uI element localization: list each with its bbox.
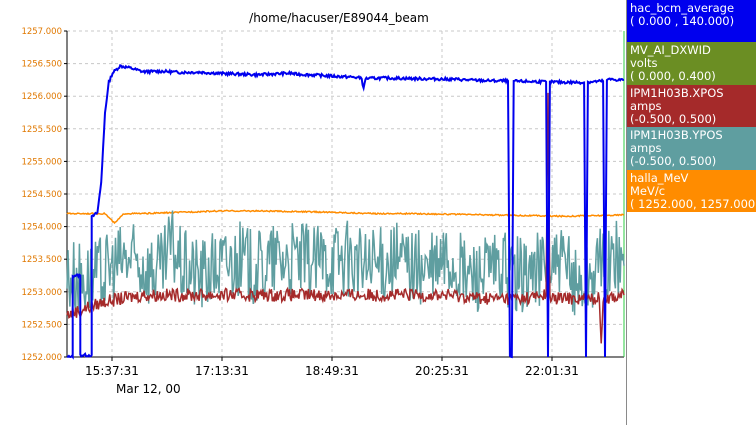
y-tick-label: 1257.000 bbox=[21, 27, 62, 37]
legend-series-name: MV_AI_DXWID bbox=[630, 43, 711, 57]
legend-series-range: ( 0.000, 0.400) bbox=[630, 69, 716, 83]
x-tick-label: 22:01:31 bbox=[525, 364, 579, 378]
y-tick-label: 1252.000 bbox=[21, 353, 62, 363]
date-label: Mar 12, 00 bbox=[116, 382, 181, 396]
legend-series-range: (-0.500, 0.500) bbox=[630, 112, 717, 126]
legend-series-name: IPM1H03B.XPOS bbox=[630, 86, 724, 100]
grid bbox=[67, 30, 624, 357]
y-tick-label: 1252.500 bbox=[21, 320, 62, 330]
x-tick-label: 17:13:31 bbox=[195, 364, 249, 378]
y-tick-label: 1254.500 bbox=[21, 190, 62, 200]
series-line-ipm1h03b-xpos bbox=[66, 92, 625, 344]
x-tick-label: 20:25:31 bbox=[415, 364, 469, 378]
legend-series-unit: volts bbox=[630, 56, 658, 70]
chart-plot: /home/hacuser/E89044_beam 1252.000 1252.5… bbox=[21, 11, 625, 396]
legend-series-name: halla_MeV bbox=[630, 171, 689, 185]
legend-series-unit: MeV/c bbox=[630, 184, 666, 198]
legend-item-halla-mev[interactable]: halla_MeV MeV/c ( 1252.000, 1257.000) bbox=[627, 170, 756, 212]
series-line-ipm1h03b-ypos bbox=[66, 210, 625, 316]
legend-item-mv-ai-dxwid[interactable]: MV_AI_DXWID volts ( 0.000, 0.400) bbox=[627, 42, 756, 85]
legend-series-unit: amps bbox=[630, 141, 662, 155]
legend-series-name: hac_bcm_average bbox=[630, 1, 735, 15]
legend-series-name: IPM1H03B.YPOS bbox=[630, 128, 723, 142]
legend-item-ipm1h03b-ypos[interactable]: IPM1H03B.YPOS amps (-0.500, 0.500) bbox=[627, 127, 756, 170]
y-tick-label: 1256.500 bbox=[21, 60, 62, 70]
legend-series-range: (-0.500, 0.500) bbox=[630, 154, 717, 168]
legend-series-range: ( 0.000 , 140.000) bbox=[630, 14, 735, 28]
series-group bbox=[66, 63, 625, 360]
y-tick-label: 1255.500 bbox=[21, 125, 62, 135]
x-tick-label: 18:49:31 bbox=[305, 364, 359, 378]
x-axis-ticks: 15:37:31 17:13:31 18:49:31 20:25:31 22:01:31 bbox=[85, 357, 579, 378]
y-tick-label: 1254.000 bbox=[21, 223, 62, 233]
series-line-halla-mev bbox=[66, 209, 625, 225]
legend-item-ipm1h03b-xpos[interactable]: IPM1H03B.XPOS amps (-0.500, 0.500) bbox=[627, 85, 756, 127]
y-tick-label: 1256.000 bbox=[21, 92, 62, 102]
y-tick-label: 1255.000 bbox=[21, 157, 62, 167]
y-tick-label: 1253.000 bbox=[21, 288, 62, 298]
legend: hac_bcm_average ( 0.000 , 140.000) MV_AI… bbox=[626, 0, 756, 425]
legend-item-hac-bcm-average[interactable]: hac_bcm_average ( 0.000 , 140.000) bbox=[627, 0, 756, 42]
legend-series-range: ( 1252.000, 1257.000) bbox=[630, 197, 756, 211]
chart-title: /home/hacuser/E89044_beam bbox=[249, 11, 429, 25]
series-line-hac-bcm-average bbox=[66, 63, 625, 360]
x-tick-label: 15:37:31 bbox=[85, 364, 139, 378]
y-tick-label: 1253.500 bbox=[21, 255, 62, 265]
y-axis-ticks: 1252.000 1252.500 1253.000 1253.500 1254.000… bbox=[21, 27, 67, 363]
legend-series-unit: amps bbox=[630, 99, 662, 113]
